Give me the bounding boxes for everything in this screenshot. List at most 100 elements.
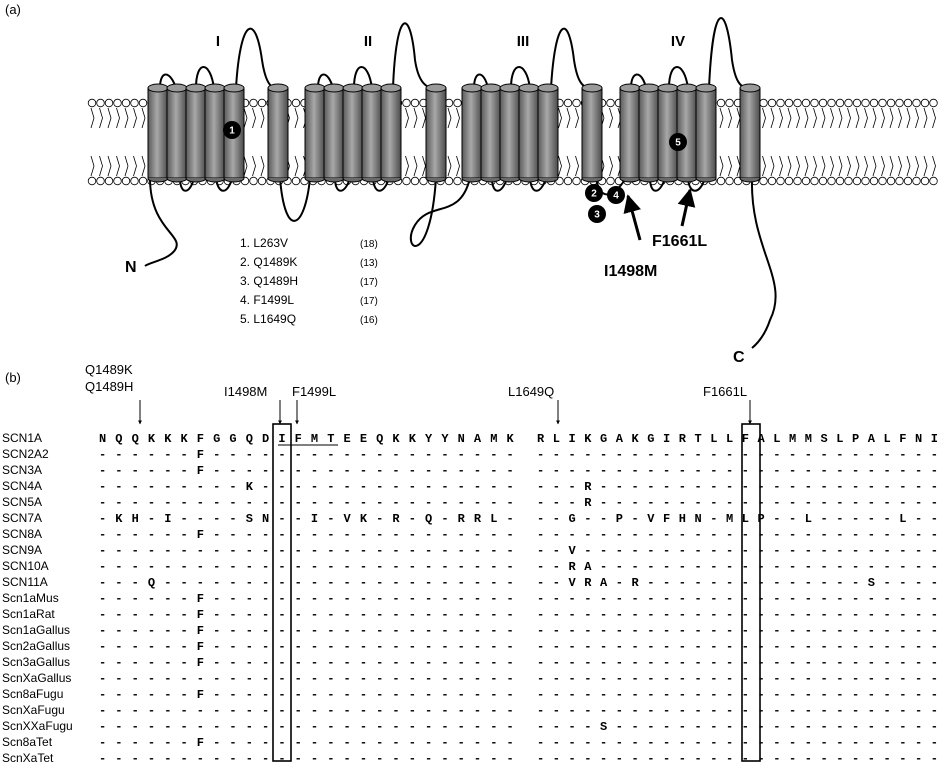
- lipid-tail: [788, 108, 791, 118]
- lipid-head: [760, 177, 768, 185]
- lipid-head: [564, 99, 572, 107]
- lipid-head: [862, 99, 870, 107]
- lipid-tail: [856, 108, 859, 118]
- lipid-tail: [457, 118, 460, 128]
- lipid-head: [717, 177, 725, 185]
- lipid-tail: [576, 118, 579, 128]
- sequence: ------F-------------------: [99, 608, 523, 622]
- lipid-tail: [567, 118, 570, 128]
- helix-top: [740, 84, 760, 92]
- lipid-tail: [125, 118, 128, 128]
- lipid-tail: [771, 156, 774, 166]
- lipid-tail: [406, 156, 409, 166]
- lipid-head: [930, 99, 938, 107]
- lipid-head: [97, 177, 105, 185]
- lipid-head: [862, 177, 870, 185]
- lipid-head: [573, 99, 581, 107]
- mutation-ref: (17): [360, 277, 378, 288]
- lipid-tail: [406, 108, 409, 118]
- lipid-head: [726, 99, 734, 107]
- lipid-tail: [457, 108, 460, 118]
- lipid-tail: [839, 166, 842, 176]
- helix-top: [519, 84, 539, 92]
- lipid-tail: [295, 156, 298, 166]
- helix: [582, 88, 602, 178]
- lipid-head: [292, 99, 300, 107]
- species-name: SCN8A: [2, 527, 42, 541]
- domain-label: II: [364, 33, 372, 50]
- lipid-tail: [406, 166, 409, 176]
- species-name: SCN7A: [2, 511, 42, 525]
- lipid-tail: [729, 108, 732, 118]
- lipid-head: [777, 99, 785, 107]
- domain-label: III: [517, 33, 530, 50]
- lipid-tail: [899, 166, 902, 176]
- lipid-tail: [780, 108, 783, 118]
- species-name: SCN2A2: [2, 447, 49, 461]
- figure: (a) (b) IIIIIIIVNC12345I1498MF1661L1. L2…: [0, 0, 946, 762]
- sequence: --------------------------: [99, 720, 523, 734]
- lipid-head: [879, 177, 887, 185]
- lipid-tail: [822, 156, 825, 166]
- lipid-tail: [907, 156, 910, 166]
- lipid-tail: [890, 118, 893, 128]
- lipid-tail: [295, 108, 298, 118]
- lipid-tail: [457, 156, 460, 166]
- lipid-tail: [907, 108, 910, 118]
- lipid-tail: [822, 166, 825, 176]
- lipid-head: [97, 99, 105, 107]
- species-name: SCN3A: [2, 463, 42, 477]
- lipid-head: [250, 177, 258, 185]
- lipid-tail: [423, 108, 426, 118]
- lipid-head: [114, 177, 122, 185]
- helix: [538, 88, 558, 178]
- lipid-tail: [822, 118, 825, 128]
- lipid-head: [760, 99, 768, 107]
- lipid-head: [828, 99, 836, 107]
- lipid-tail: [567, 108, 570, 118]
- helix-top: [658, 84, 678, 92]
- lipid-tail: [125, 108, 128, 118]
- lipid-tail: [295, 118, 298, 128]
- helix: [519, 88, 539, 178]
- marker-label: 3: [594, 210, 600, 221]
- lipid-head: [845, 177, 853, 185]
- helix-top: [620, 84, 640, 92]
- lipid-tail: [839, 108, 842, 118]
- lipid-head: [811, 177, 819, 185]
- lipid-tail: [253, 108, 256, 118]
- helix-top: [462, 84, 482, 92]
- species-name: Scn1aGallus: [2, 623, 70, 637]
- lipid-tail: [899, 108, 902, 118]
- helix-top: [639, 84, 659, 92]
- lipid-head: [411, 99, 419, 107]
- lipid-tail: [873, 118, 876, 128]
- arrow: [682, 190, 690, 226]
- panel-label: (b): [5, 370, 21, 385]
- lipid-head: [139, 99, 147, 107]
- loop: [709, 18, 748, 88]
- species-name: SCN11A: [2, 575, 48, 589]
- lipid-tail: [125, 156, 128, 166]
- lipid-tail: [873, 156, 876, 166]
- species-name: ScnXaGallus: [2, 671, 71, 685]
- lipid-tail: [805, 166, 808, 176]
- lipid-tail: [924, 166, 927, 176]
- lipid-tail: [253, 118, 256, 128]
- lipid-tail: [805, 156, 808, 166]
- lipid-tail: [916, 118, 919, 128]
- loop: [551, 29, 590, 88]
- helix: [696, 88, 716, 178]
- lipid-head: [411, 177, 419, 185]
- sequence: --------------------------: [99, 560, 523, 574]
- lipid-tail: [720, 108, 723, 118]
- sequence: ------F-------------------: [99, 640, 523, 654]
- lipid-tail: [720, 166, 723, 176]
- helix-top: [268, 84, 288, 92]
- lipid-head: [802, 177, 810, 185]
- lipid-tail: [576, 166, 579, 176]
- lipid-tail: [797, 108, 800, 118]
- lipid-tail: [720, 156, 723, 166]
- loop: [393, 23, 434, 88]
- lipid-tail: [108, 166, 111, 176]
